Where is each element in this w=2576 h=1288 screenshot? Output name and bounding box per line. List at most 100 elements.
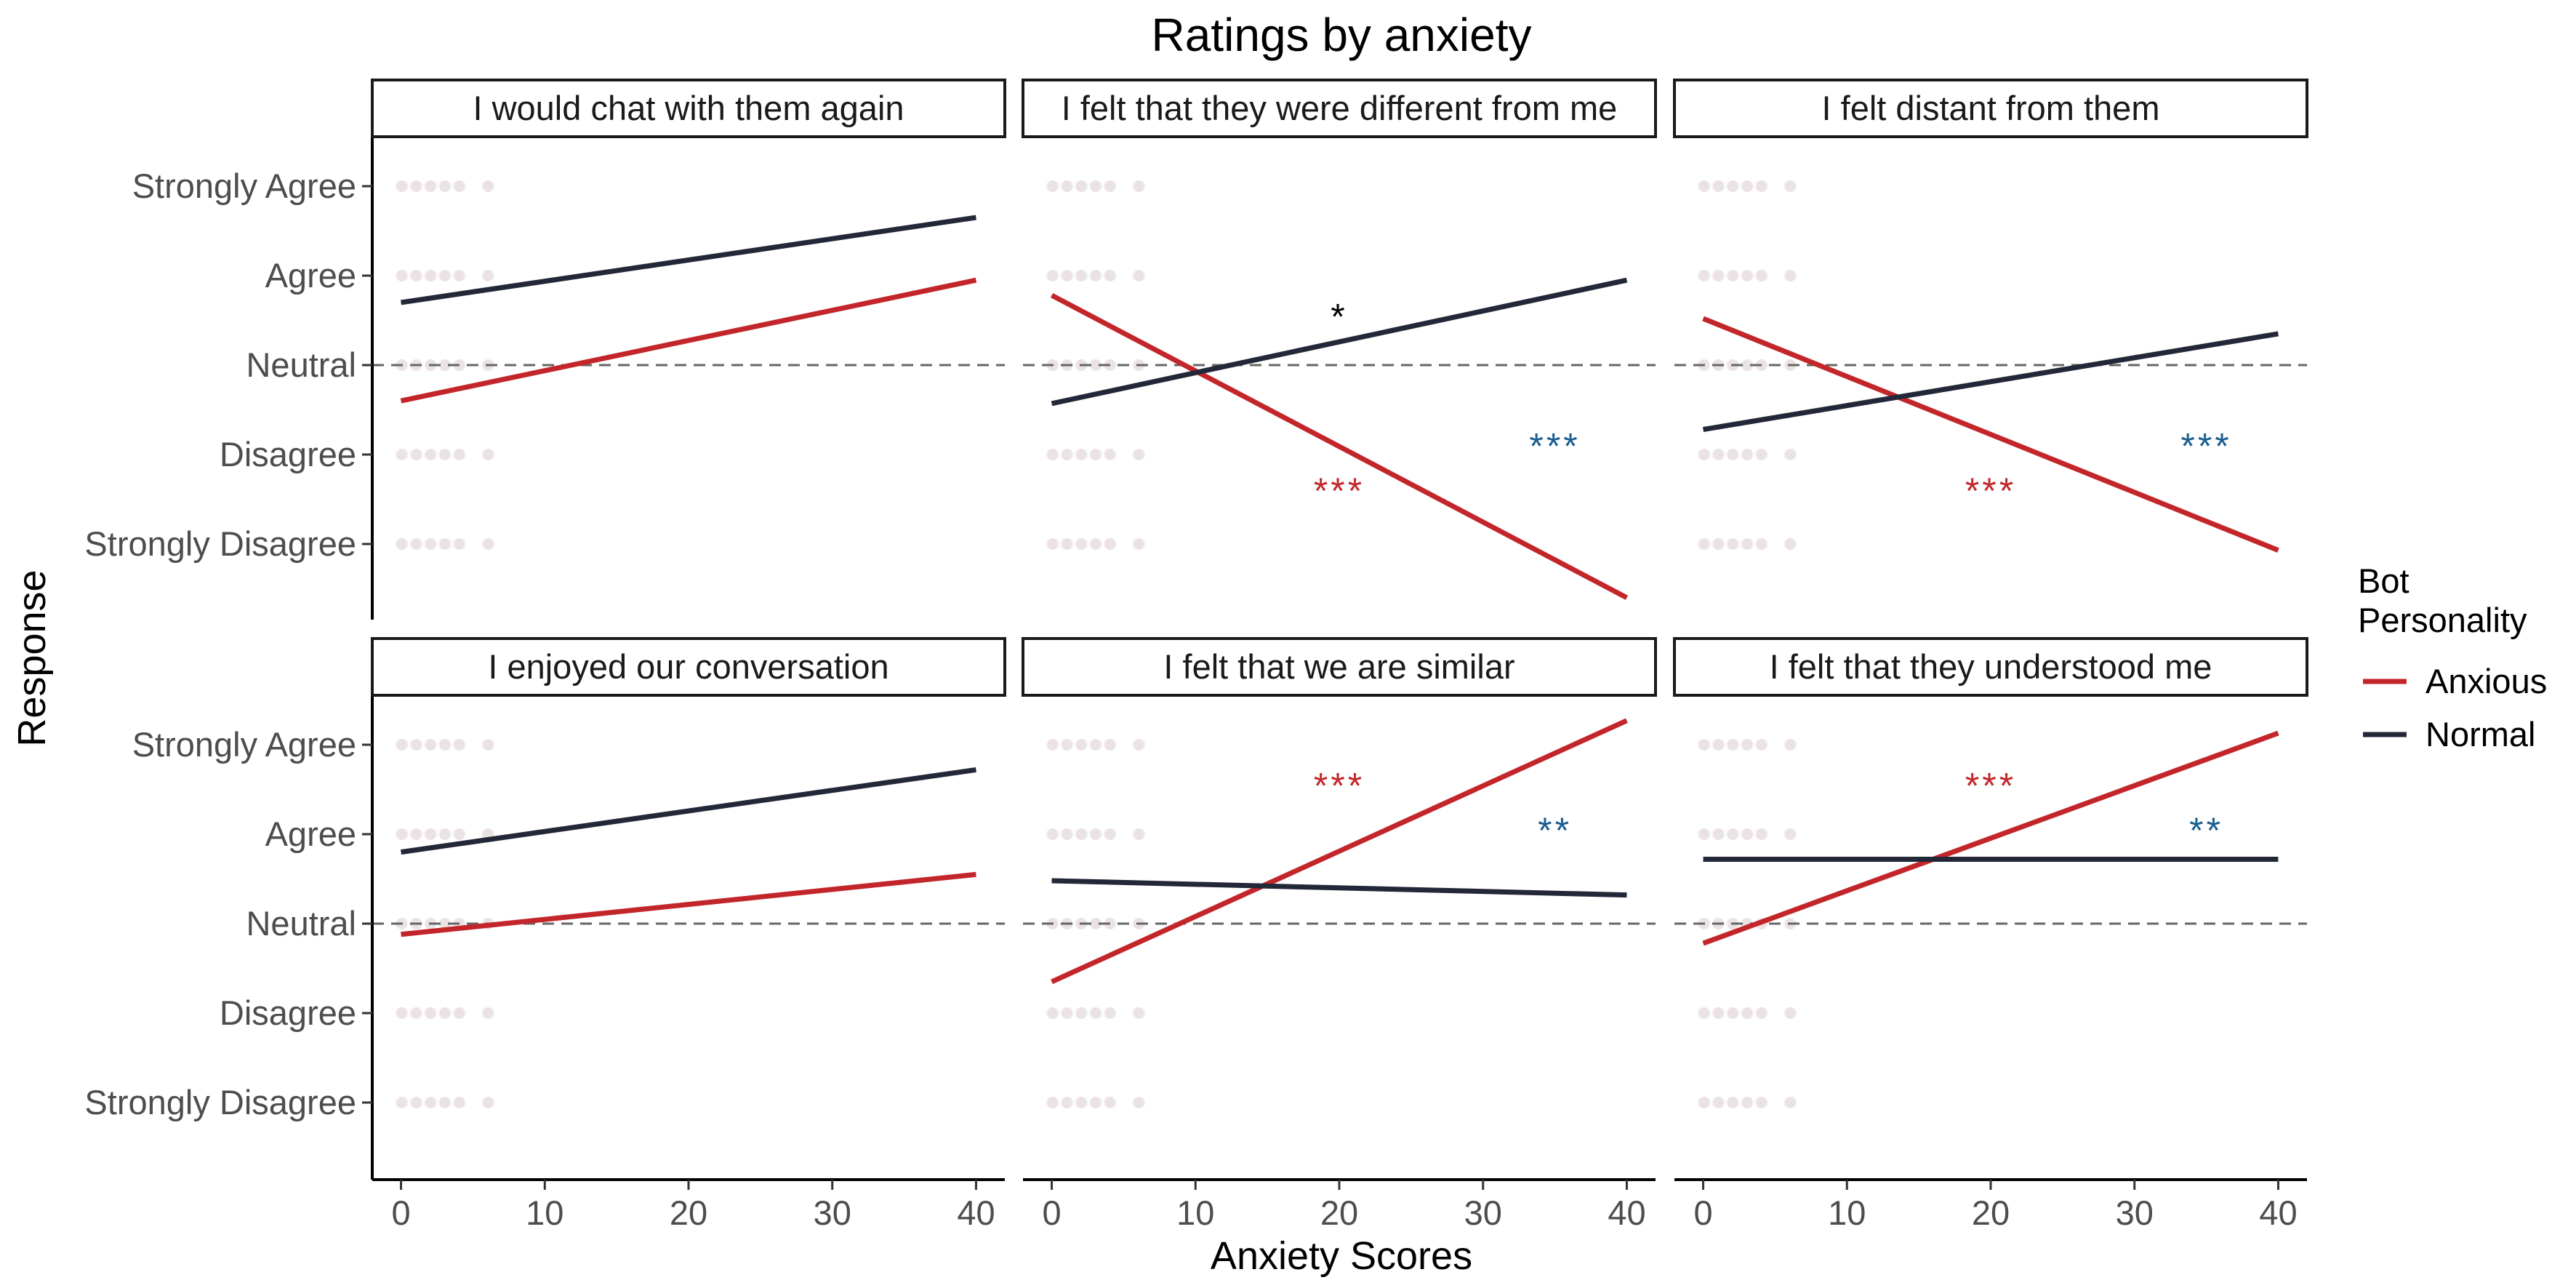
response-point	[1090, 1007, 1102, 1019]
trend-line-anxious	[400, 277, 977, 404]
response-point	[438, 180, 450, 192]
panel-5: I felt that we are similar*****0 10 20 30 40	[1022, 637, 1657, 1232]
response-point	[1132, 1007, 1144, 1019]
response-point	[1712, 449, 1724, 460]
response-point	[424, 739, 436, 751]
response-point	[1783, 1097, 1796, 1108]
response-point	[411, 180, 423, 192]
response-point	[409, 1097, 422, 1108]
response-point	[411, 739, 423, 751]
response-point	[1060, 1007, 1072, 1019]
response-point	[1713, 449, 1725, 460]
response-point	[424, 1007, 436, 1019]
response-point	[1132, 538, 1144, 550]
response-point	[481, 449, 494, 460]
response-point	[1132, 270, 1144, 281]
panel-strip	[371, 79, 1006, 138]
response-point	[1088, 449, 1101, 460]
response-point	[483, 739, 495, 751]
response-point	[1740, 180, 1752, 192]
response-point	[438, 828, 450, 840]
panel-2: I felt that they were different from me *…	[1022, 79, 1657, 600]
response-point	[1103, 739, 1115, 751]
response-point	[1047, 739, 1059, 751]
response-point	[424, 270, 436, 281]
response-point	[1783, 739, 1796, 751]
response-point	[1046, 739, 1058, 751]
response-point	[411, 270, 423, 281]
response-point	[411, 538, 423, 550]
trend-line-anxious	[401, 871, 976, 937]
trend-line-normal	[1702, 331, 2279, 433]
response-point	[1712, 538, 1724, 550]
response-point	[1104, 180, 1117, 192]
response-point	[1754, 828, 1767, 840]
response-point	[395, 1097, 407, 1108]
response-point	[1075, 270, 1087, 281]
response-point	[1726, 828, 1738, 840]
response-point	[425, 739, 438, 751]
response-point	[1060, 828, 1072, 840]
response-point	[1076, 180, 1088, 192]
response-point	[409, 739, 422, 751]
response-point	[424, 828, 436, 840]
response-point	[409, 270, 422, 281]
response-point	[1697, 538, 1709, 550]
response-point	[1740, 449, 1752, 460]
response-point	[1697, 270, 1709, 281]
x-tick-label: 10	[526, 1193, 563, 1232]
response-point	[1104, 918, 1117, 929]
x-tick-label: 0	[1693, 1193, 1712, 1232]
response-point	[438, 538, 450, 550]
response-point	[439, 449, 452, 460]
response-point	[1062, 538, 1074, 550]
response-point	[424, 538, 436, 550]
y-tick-label: Agree	[265, 815, 356, 853]
response-point	[1728, 538, 1740, 550]
response-point	[396, 739, 409, 751]
response-point	[438, 1097, 450, 1108]
response-point	[1075, 828, 1087, 840]
response-point	[1785, 1007, 1797, 1019]
response-point	[452, 1097, 465, 1108]
response-point	[1132, 1097, 1144, 1108]
response-point	[1728, 1007, 1740, 1019]
response-point	[1046, 270, 1058, 281]
response-point	[439, 1097, 452, 1108]
response-point	[1075, 1097, 1087, 1108]
response-point	[1728, 1097, 1740, 1108]
response-point	[1088, 359, 1101, 371]
response-point	[1728, 739, 1740, 751]
response-point	[1785, 739, 1797, 751]
response-point	[395, 739, 407, 751]
response-point	[483, 1097, 495, 1108]
response-point	[1104, 270, 1117, 281]
response-point	[1726, 739, 1738, 751]
response-point	[1062, 270, 1074, 281]
significance-label: ***	[1965, 765, 2016, 806]
response-point	[483, 449, 495, 460]
response-point	[483, 180, 495, 192]
response-point	[439, 828, 452, 840]
response-point	[1697, 1097, 1709, 1108]
x-tick-label: 20	[1972, 1193, 2010, 1232]
response-point	[452, 739, 465, 751]
response-point	[396, 1097, 409, 1108]
response-point	[1060, 180, 1072, 192]
response-point	[1133, 1097, 1146, 1108]
response-point	[396, 1007, 409, 1019]
response-point	[1104, 1007, 1117, 1019]
response-point	[1060, 538, 1072, 550]
response-point	[1740, 1097, 1752, 1108]
response-point	[439, 180, 452, 192]
response-point	[425, 1007, 438, 1019]
response-point	[1726, 180, 1738, 192]
panel-strip	[1673, 637, 2308, 697]
response-point	[1741, 739, 1754, 751]
response-point	[452, 449, 465, 460]
response-point	[1047, 538, 1059, 550]
response-point	[1728, 270, 1740, 281]
response-point	[438, 359, 450, 371]
response-point	[1754, 180, 1767, 192]
